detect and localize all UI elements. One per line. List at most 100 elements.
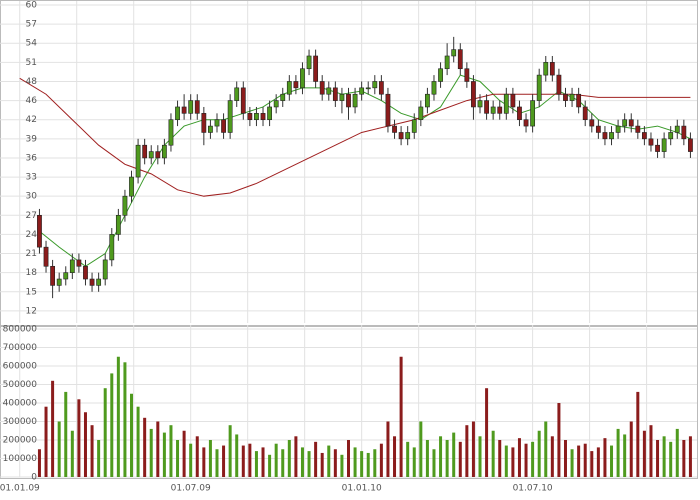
candle-body [641, 132, 647, 140]
volume-bar [176, 440, 180, 477]
volume-bar [300, 447, 304, 477]
candle-body [319, 81, 325, 95]
candle-body [161, 144, 167, 159]
volume-bar [419, 421, 423, 477]
candle-body [240, 87, 246, 114]
candle-body [43, 246, 49, 267]
volume-bar [439, 436, 443, 477]
volume-bar [90, 425, 94, 477]
candle-body [503, 93, 509, 114]
candle-body [517, 106, 522, 121]
volume-bar [596, 447, 600, 477]
volume-bar [485, 388, 489, 477]
volume-bar [97, 440, 101, 477]
volume-bar [195, 436, 199, 477]
volume-bar [136, 406, 140, 477]
candle-body [300, 68, 305, 89]
volume-bar [57, 421, 61, 477]
candle-body [523, 119, 529, 127]
volume-bar [130, 393, 134, 477]
y-tick-label: 51 [26, 58, 37, 68]
candle-body [129, 176, 134, 197]
candle-body [615, 125, 621, 133]
volume-bar [425, 440, 429, 477]
candle-body [69, 259, 75, 273]
volume-bar [248, 443, 252, 477]
volume-bar [70, 430, 74, 477]
volume-bar [254, 451, 258, 477]
y-tick-label: 42 [26, 115, 37, 125]
volume-bar [156, 421, 160, 477]
volume-bar [333, 449, 337, 477]
volume-bar [577, 445, 581, 477]
volume-bar [314, 441, 318, 477]
candle-body [648, 138, 654, 146]
y-tick-label: 18 [26, 268, 38, 278]
candle-body [313, 55, 319, 82]
volume-bar [393, 436, 397, 477]
candle-body [76, 259, 82, 267]
volume-bar [682, 440, 686, 477]
volume-bar [143, 417, 147, 477]
candle-body [96, 278, 102, 286]
candle-body [418, 106, 424, 121]
volume-bar [656, 440, 660, 477]
volume-bar [103, 388, 107, 477]
volume-bar [610, 445, 614, 477]
candle-body [332, 87, 338, 101]
candle-body [352, 93, 358, 108]
volume-bar [642, 430, 646, 477]
y-tick-label: 46 [26, 96, 38, 106]
candle-body [661, 138, 667, 152]
volume-bar [294, 436, 298, 477]
volume-bar [412, 447, 416, 477]
candle-body [398, 132, 404, 140]
volume-bar [123, 362, 127, 477]
x-tick-label: 01.01.09 [0, 484, 40, 494]
candle-body [56, 278, 62, 286]
y-tick-label: 600000 [3, 362, 38, 372]
candle-body [385, 93, 391, 127]
volume-bar [149, 428, 153, 477]
volume-bar [208, 440, 212, 477]
candle-body [451, 49, 457, 57]
y-tick-label: 400000 [3, 399, 38, 409]
candle-body [477, 100, 483, 108]
volume-bar [511, 447, 515, 477]
volume-bar [241, 445, 245, 477]
x-tick-label: 01.07.10 [513, 484, 553, 494]
volume-bar [360, 451, 364, 477]
candle-body [63, 272, 69, 280]
volume-bar [406, 441, 410, 477]
volume-bar [471, 421, 475, 477]
volume-bar [215, 449, 219, 477]
y-tick-label: 39 [26, 134, 38, 144]
y-tick-label: 800000 [3, 325, 38, 335]
volume-bar [189, 443, 193, 477]
candle-body [346, 93, 351, 108]
volume-bar [110, 373, 114, 477]
candle-body [339, 93, 345, 101]
candle-body [365, 87, 371, 90]
volume-bar [373, 449, 377, 477]
candle-body [681, 125, 687, 140]
volume-bar [465, 425, 469, 477]
candle-body [438, 68, 443, 82]
volume-bar [583, 443, 587, 477]
candle-body [536, 74, 542, 101]
volume-bar [37, 449, 41, 477]
candle-body [267, 106, 272, 121]
candle-body [83, 265, 88, 280]
candle-body [260, 113, 266, 121]
candle-body [378, 81, 384, 95]
y-tick-label: 15 [26, 287, 37, 297]
volume-bar [504, 445, 508, 477]
y-tick-label: 54 [26, 39, 38, 49]
candle-body [457, 49, 463, 70]
candle-body [234, 87, 240, 101]
candle-body [569, 93, 575, 101]
volume-bar [268, 454, 272, 477]
candle-body [115, 215, 121, 235]
candle-body [326, 87, 332, 95]
volume-bar [366, 452, 370, 477]
